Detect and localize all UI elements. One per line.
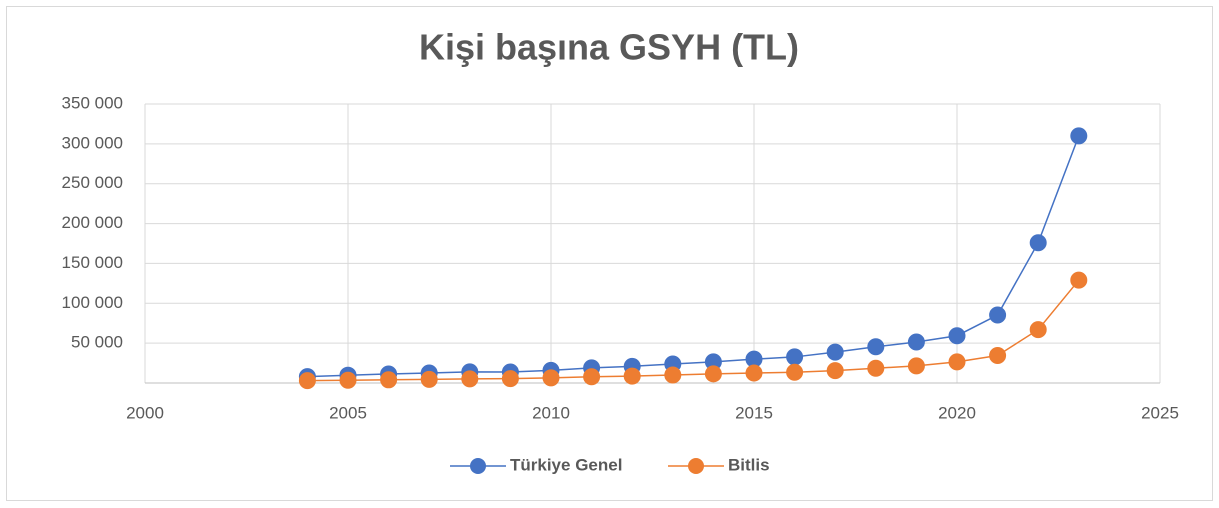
y-tick-label: 350 000 — [62, 93, 123, 112]
y-tick-label: 50 000 — [71, 333, 123, 352]
marker — [948, 327, 966, 345]
y-tick-label: 200 000 — [62, 213, 123, 232]
marker — [583, 368, 601, 386]
legend-marker — [470, 458, 486, 474]
marker — [542, 369, 560, 387]
marker — [623, 367, 641, 385]
y-tick-label: 150 000 — [62, 253, 123, 272]
marker — [1029, 321, 1047, 339]
legend-marker — [688, 458, 704, 474]
marker — [745, 364, 763, 382]
marker — [989, 306, 1007, 324]
marker — [907, 357, 925, 375]
x-tick-label: 2020 — [938, 403, 976, 422]
y-tick-label: 100 000 — [62, 293, 123, 312]
marker — [339, 371, 357, 389]
marker — [786, 348, 804, 366]
legend-label: Türkiye Genel — [510, 455, 622, 474]
marker — [664, 366, 682, 384]
marker — [786, 363, 804, 381]
marker — [826, 362, 844, 380]
marker — [1029, 234, 1047, 252]
marker — [826, 343, 844, 361]
chart-border — [6, 6, 1213, 501]
marker — [907, 333, 925, 351]
y-tick-label: 250 000 — [62, 173, 123, 192]
marker — [867, 359, 885, 377]
x-tick-label: 2005 — [329, 403, 367, 422]
marker — [1070, 271, 1088, 289]
marker — [420, 370, 438, 388]
y-tick-label: 300 000 — [62, 133, 123, 152]
x-tick-label: 2010 — [532, 403, 570, 422]
marker — [948, 353, 966, 371]
marker — [298, 372, 316, 390]
marker — [501, 370, 519, 388]
legend-label: Bitlis — [728, 455, 770, 474]
marker — [380, 371, 398, 389]
x-tick-label: 2025 — [1141, 403, 1179, 422]
x-tick-label: 2000 — [126, 403, 164, 422]
marker — [867, 338, 885, 356]
marker — [461, 370, 479, 388]
marker — [1070, 127, 1088, 145]
x-tick-label: 2015 — [735, 403, 773, 422]
marker — [989, 346, 1007, 364]
chart-title: Kişi başına GSYH (TL) — [419, 27, 799, 68]
marker — [704, 365, 722, 383]
